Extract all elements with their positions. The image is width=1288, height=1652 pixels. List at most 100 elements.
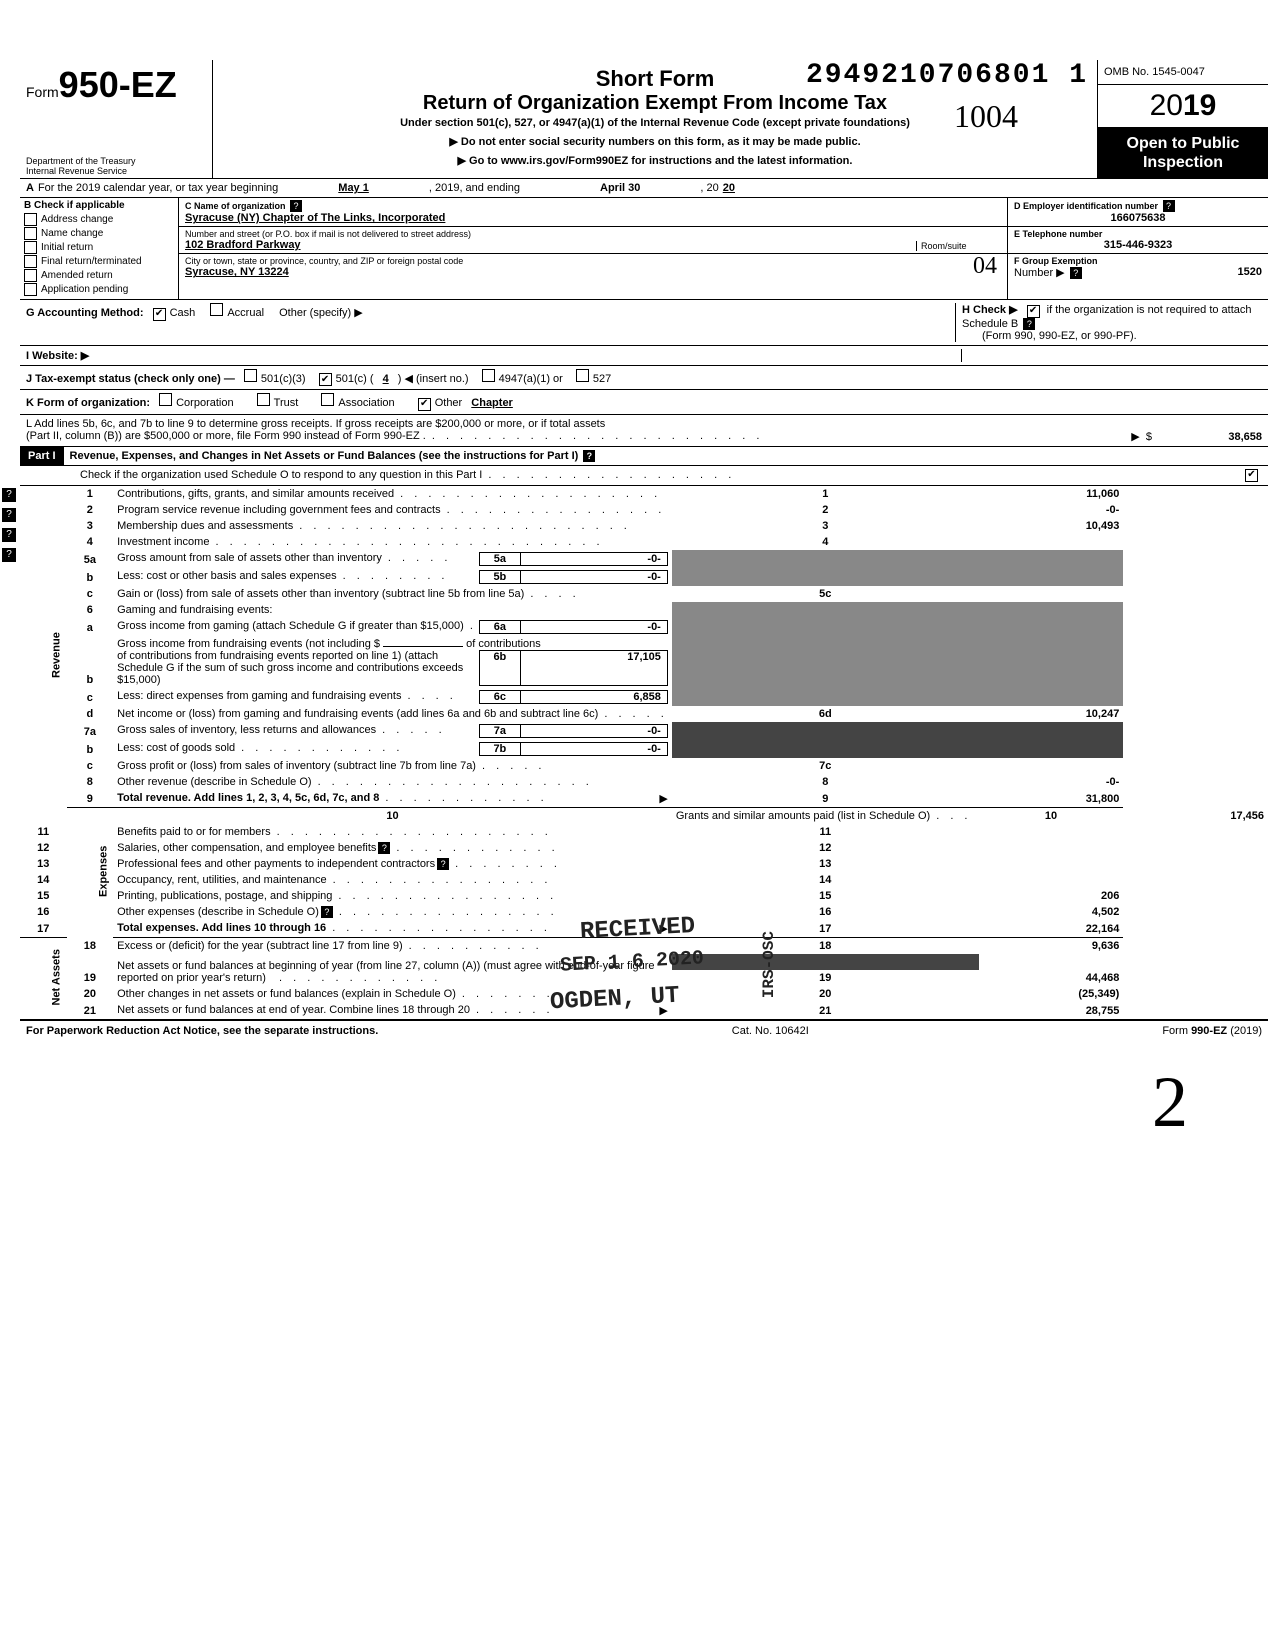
group-label: F Group Exemption xyxy=(1014,256,1098,266)
row-h: H Check ▶ ✔ if the organization is not r… xyxy=(955,303,1262,342)
row-a: A For the 2019 calendar year, or tax yea… xyxy=(20,179,1268,198)
chk-initial[interactable]: Initial return xyxy=(24,241,174,254)
stamp-irs: IRS-OSC xyxy=(760,931,778,998)
schedule-o-check-text: Check if the organization used Schedule … xyxy=(80,469,482,482)
group-value: 1520 xyxy=(1238,266,1262,278)
row-a-label: A xyxy=(26,182,34,194)
help-icon: ? xyxy=(437,858,449,870)
help-icon: ? xyxy=(2,488,16,502)
row-a-text: For the 2019 calendar year, or tax year … xyxy=(38,182,278,194)
form-number: Form950-EZ xyxy=(26,64,206,106)
chk-4947[interactable] xyxy=(482,369,495,382)
chk-other-org[interactable]: ✔ xyxy=(418,398,431,411)
signature: 2 xyxy=(20,1061,1268,1144)
footer-form: Form 990-EZ (2019) xyxy=(1162,1025,1262,1037)
omb-number: OMB No. 1545-0047 xyxy=(1098,60,1268,85)
row-l-text2: (Part II, column (B)) are $500,000 or mo… xyxy=(26,430,426,443)
col-b-header: B Check if applicable xyxy=(24,200,174,211)
chk-schedule-b[interactable]: ✔ xyxy=(1027,305,1040,318)
side-expenses: Expenses xyxy=(67,807,114,937)
ein-value: 166075638 xyxy=(1014,212,1262,224)
chk-trust[interactable] xyxy=(257,393,270,406)
row-g-other: Other (specify) ▶ xyxy=(279,307,363,319)
chk-schedule-o[interactable]: ✔ xyxy=(1245,469,1258,482)
instruction-url: ▶ Go to www.irs.gov/Form990EZ for instru… xyxy=(219,154,1091,167)
row-a-end: April 30 xyxy=(600,182,640,194)
row-c-name: C Name of organization ? Syracuse (NY) C… xyxy=(179,198,1007,227)
part-i-title: Revenue, Expenses, and Changes in Net As… xyxy=(64,447,1268,465)
tax-year: 2019 xyxy=(1098,85,1268,128)
form-page: 2949210706801 1 1004 Form950-EZ Departme… xyxy=(20,60,1268,1144)
side-net-assets: Net Assets xyxy=(20,937,67,1019)
chk-amended[interactable]: Amended return xyxy=(24,269,174,282)
row-l-text1: L Add lines 5b, 6c, and 7b to line 9 to … xyxy=(26,418,1152,430)
chk-501c3[interactable] xyxy=(244,369,257,382)
row-c-addr: Number and street (or P.O. box if mail i… xyxy=(179,227,1007,254)
row-k-label: K Form of organization: xyxy=(26,397,150,409)
group-num-label: Number ▶ xyxy=(1014,267,1065,279)
help-icon: ? xyxy=(2,548,16,562)
city-label: City or town, state or province, country… xyxy=(185,256,1001,266)
addr-label: Number and street (or P.O. box if mail i… xyxy=(185,229,916,239)
org-name: Syracuse (NY) Chapter of The Links, Inco… xyxy=(185,212,1001,224)
help-icon: ? xyxy=(1023,318,1035,330)
row-j-insert: 4 xyxy=(377,373,395,385)
help-icon: ? xyxy=(290,200,302,212)
row-l: L Add lines 5b, 6c, and 7b to line 9 to … xyxy=(20,415,1268,447)
col-right: D Employer identification number ? 16607… xyxy=(1007,198,1268,299)
row-a-yrval: 20 xyxy=(723,182,735,194)
row-g: G Accounting Method: ✔Cash Accrual Other… xyxy=(26,303,955,342)
row-c-city: City or town, state or province, country… xyxy=(179,254,1007,280)
footer-left: For Paperwork Reduction Act Notice, see … xyxy=(26,1025,378,1037)
row-a-yr: , 20 xyxy=(700,182,718,194)
ein-label: D Employer identification number xyxy=(1014,201,1158,211)
chk-501c[interactable]: ✔ xyxy=(319,373,332,386)
part-i-header: Part I Revenue, Expenses, and Changes in… xyxy=(20,447,1268,466)
help-icon: ? xyxy=(2,528,16,542)
help-icon: ? xyxy=(378,842,390,854)
chk-address[interactable]: Address change xyxy=(24,213,174,226)
side-revenue: Revenue xyxy=(20,486,67,824)
instruction-ssn: ▶ Do not enter social security numbers o… xyxy=(219,135,1091,148)
part-i-check: Check if the organization used Schedule … xyxy=(20,466,1268,486)
chk-corp[interactable] xyxy=(159,393,172,406)
col-b: B Check if applicable Address change Nam… xyxy=(20,198,179,299)
org-address: 102 Bradford Parkway xyxy=(185,239,916,251)
form-number-cell: Form950-EZ Department of the Treasury In… xyxy=(20,60,213,178)
row-h-text2: (Form 990, 990-EZ, or 990-PF). xyxy=(962,330,1137,342)
chk-pending[interactable]: Application pending xyxy=(24,283,174,296)
financial-section: RECEIVED SEP 1 6 2020 OGDEN, UT IRS-OSC … xyxy=(20,486,1268,1020)
chk-527[interactable] xyxy=(576,369,589,382)
row-j-label: J Tax-exempt status (check only one) — xyxy=(26,373,235,385)
row-k-other-val: Chapter xyxy=(471,397,513,409)
scan-number: 2949210706801 1 xyxy=(806,60,1088,91)
footer-cat: Cat. No. 10642I xyxy=(732,1025,809,1037)
row-gh: G Accounting Method: ✔Cash Accrual Other… xyxy=(20,300,1268,346)
row-c-label: C Name of organization xyxy=(185,201,286,211)
chk-accrual[interactable] xyxy=(210,303,223,316)
help-icon: ? xyxy=(1070,267,1082,279)
chk-assoc[interactable] xyxy=(321,393,334,406)
help-icon: ? xyxy=(583,450,595,462)
col-mid: C Name of organization ? Syracuse (NY) C… xyxy=(179,198,1007,299)
row-k: K Form of organization: Corporation Trus… xyxy=(20,390,1268,415)
row-d: D Employer identification number ? 16607… xyxy=(1008,198,1268,227)
row-f: F Group Exemption Number ▶ ? 1520 xyxy=(1008,254,1268,281)
row-l-value: 38,658 xyxy=(1152,431,1262,443)
chk-name[interactable]: Name change xyxy=(24,227,174,240)
row-i-label: I Website: ▶ xyxy=(26,350,89,362)
header-right-block: OMB No. 1545-0047 2019 Open to Public In… xyxy=(1097,60,1268,178)
row-i: I Website: ▶ xyxy=(20,346,1268,366)
page-footer: For Paperwork Reduction Act Notice, see … xyxy=(20,1020,1268,1041)
form-number-text: 950-EZ xyxy=(59,64,177,105)
row-j: J Tax-exempt status (check only one) — 5… xyxy=(20,366,1268,391)
phone-label: E Telephone number xyxy=(1014,229,1102,239)
help-icon: ? xyxy=(1163,200,1175,212)
handwritten-04: 04 xyxy=(973,253,997,280)
form-prefix: Form xyxy=(26,84,59,100)
row-g-label: G Accounting Method: xyxy=(26,307,144,319)
chk-final[interactable]: Final return/terminated xyxy=(24,255,174,268)
help-icon: ? xyxy=(321,906,333,918)
part-i-label: Part I xyxy=(20,447,64,465)
chk-cash[interactable]: ✔ xyxy=(153,308,166,321)
